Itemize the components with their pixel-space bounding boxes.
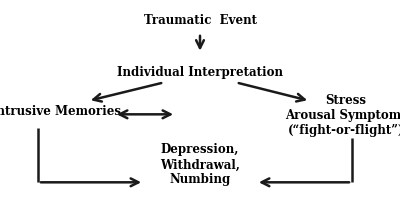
Text: Individual Interpretation: Individual Interpretation bbox=[117, 66, 283, 79]
Text: Stress
Arousal Symptoms
(“fight-or-flight”): Stress Arousal Symptoms (“fight-or-fligh… bbox=[285, 94, 400, 137]
Text: Intrusive Memories: Intrusive Memories bbox=[0, 105, 121, 118]
Text: Traumatic  Event: Traumatic Event bbox=[144, 14, 256, 27]
Text: Depression,
Withdrawal,
Numbing: Depression, Withdrawal, Numbing bbox=[160, 143, 240, 186]
